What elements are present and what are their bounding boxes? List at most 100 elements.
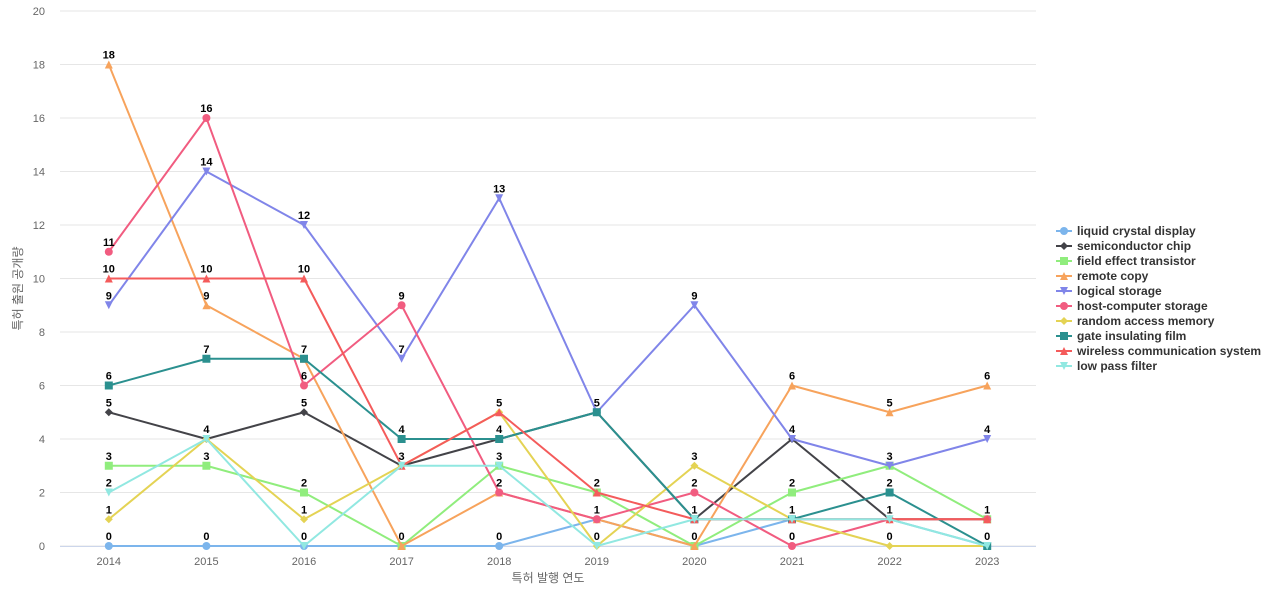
data-point[interactable] xyxy=(397,461,406,470)
data-point[interactable] xyxy=(397,354,406,363)
data-label: 4 xyxy=(203,424,210,436)
series-line xyxy=(108,438,988,547)
data-point[interactable] xyxy=(300,354,308,363)
data-point[interactable] xyxy=(202,114,211,122)
data-point[interactable] xyxy=(983,435,992,443)
data-label: 16 xyxy=(200,103,212,115)
data-point[interactable] xyxy=(592,515,601,524)
data-point[interactable] xyxy=(885,488,894,497)
data-point[interactable] xyxy=(104,247,113,256)
data-point[interactable] xyxy=(300,542,308,550)
legend-item-liquid-crystal-display[interactable]: liquid crystal display xyxy=(1056,224,1196,238)
series-layer xyxy=(104,60,992,550)
data-label: 3 xyxy=(496,451,502,463)
data-point[interactable] xyxy=(495,461,504,470)
data-point[interactable] xyxy=(300,408,308,417)
data-point[interactable] xyxy=(690,515,699,524)
data-point[interactable] xyxy=(104,542,113,550)
data-point[interactable] xyxy=(104,515,113,524)
data-point[interactable] xyxy=(983,515,992,524)
data-point[interactable] xyxy=(104,461,113,470)
legend-item-host-computer-storage[interactable]: host-computer storage xyxy=(1056,299,1208,313)
data-label: 0 xyxy=(496,531,502,543)
legend-label: random access memory xyxy=(1077,314,1215,328)
data-point[interactable] xyxy=(202,354,211,363)
data-label: 2 xyxy=(594,478,600,490)
data-label: 2 xyxy=(789,478,795,490)
data-label: 10 xyxy=(200,264,212,276)
data-label: 4 xyxy=(399,424,406,436)
y-tick-label: 16 xyxy=(33,113,45,125)
data-point[interactable] xyxy=(592,408,601,417)
data-point[interactable] xyxy=(104,60,113,69)
data-point[interactable] xyxy=(495,435,504,443)
data-point[interactable] xyxy=(300,274,308,283)
data-point[interactable] xyxy=(690,488,699,497)
legend-item-gate-insulating-film[interactable]: gate insulating film xyxy=(1056,329,1186,343)
data-point[interactable] xyxy=(300,221,308,229)
data-point[interactable] xyxy=(592,542,601,550)
data-label: 4 xyxy=(496,424,503,436)
data-point[interactable] xyxy=(300,381,308,390)
data-point[interactable] xyxy=(300,488,308,497)
series-line xyxy=(108,411,988,521)
data-point[interactable] xyxy=(495,542,504,550)
data-point[interactable] xyxy=(788,381,796,390)
x-tick-label: 2018 xyxy=(487,556,511,568)
data-point[interactable] xyxy=(592,488,601,497)
data-point[interactable] xyxy=(885,408,894,417)
legend-label: semiconductor chip xyxy=(1077,239,1191,253)
legend-item-field-effect-transistor[interactable]: field effect transistor xyxy=(1056,254,1196,268)
x-tick-label: 2020 xyxy=(682,556,706,568)
data-point[interactable] xyxy=(495,194,504,203)
data-point[interactable] xyxy=(788,488,796,497)
data-label: 6 xyxy=(789,371,795,383)
data-point[interactable] xyxy=(202,167,211,176)
data-point[interactable] xyxy=(983,542,992,550)
data-point[interactable] xyxy=(495,488,504,497)
legend-item-remote-copy[interactable]: remote copy xyxy=(1056,269,1149,283)
x-tick-label: 2016 xyxy=(292,556,316,568)
data-label: 3 xyxy=(203,451,209,463)
data-label: 2 xyxy=(106,478,112,490)
data-label: 6 xyxy=(301,371,307,383)
legend-item-wireless-communication-system[interactable]: wireless communication system xyxy=(1056,344,1261,358)
data-point[interactable] xyxy=(885,515,894,524)
data-point[interactable] xyxy=(397,435,406,443)
data-point[interactable] xyxy=(495,408,504,417)
data-point[interactable] xyxy=(104,301,113,310)
data-point[interactable] xyxy=(104,408,113,417)
data-point[interactable] xyxy=(202,301,211,310)
x-tick-label: 2019 xyxy=(585,556,609,568)
data-label: 9 xyxy=(399,290,405,302)
data-point[interactable] xyxy=(690,301,699,310)
data-point[interactable] xyxy=(885,542,894,550)
data-point[interactable] xyxy=(202,461,211,470)
data-point[interactable] xyxy=(690,542,699,550)
data-point[interactable] xyxy=(300,515,308,524)
legend-item-logical-storage[interactable]: logical storage xyxy=(1056,284,1162,298)
legend-item-semiconductor-chip[interactable]: semiconductor chip xyxy=(1056,239,1191,253)
data-point[interactable] xyxy=(885,461,894,470)
data-point[interactable] xyxy=(104,381,113,390)
data-point[interactable] xyxy=(397,301,406,310)
legend-label: field effect transistor xyxy=(1077,254,1196,268)
data-label-layer: 1811109653210161410974301210765210974301… xyxy=(103,50,991,544)
legend-item-low-pass-filter[interactable]: low pass filter xyxy=(1056,359,1157,373)
data-point[interactable] xyxy=(104,488,113,497)
data-point[interactable] xyxy=(202,542,211,550)
data-point[interactable] xyxy=(690,461,699,470)
data-point[interactable] xyxy=(104,274,113,283)
data-point[interactable] xyxy=(397,542,406,550)
data-point[interactable] xyxy=(788,542,796,550)
series-liquid-crystal-display xyxy=(104,515,992,550)
data-point[interactable] xyxy=(788,515,796,524)
data-point[interactable] xyxy=(788,435,796,443)
legend-item-random-access-memory[interactable]: random access memory xyxy=(1056,314,1215,328)
data-point[interactable] xyxy=(202,274,211,283)
data-point[interactable] xyxy=(983,381,992,390)
data-point[interactable] xyxy=(202,435,211,443)
legend-label: wireless communication system xyxy=(1076,344,1261,358)
data-label: 4 xyxy=(789,424,796,436)
